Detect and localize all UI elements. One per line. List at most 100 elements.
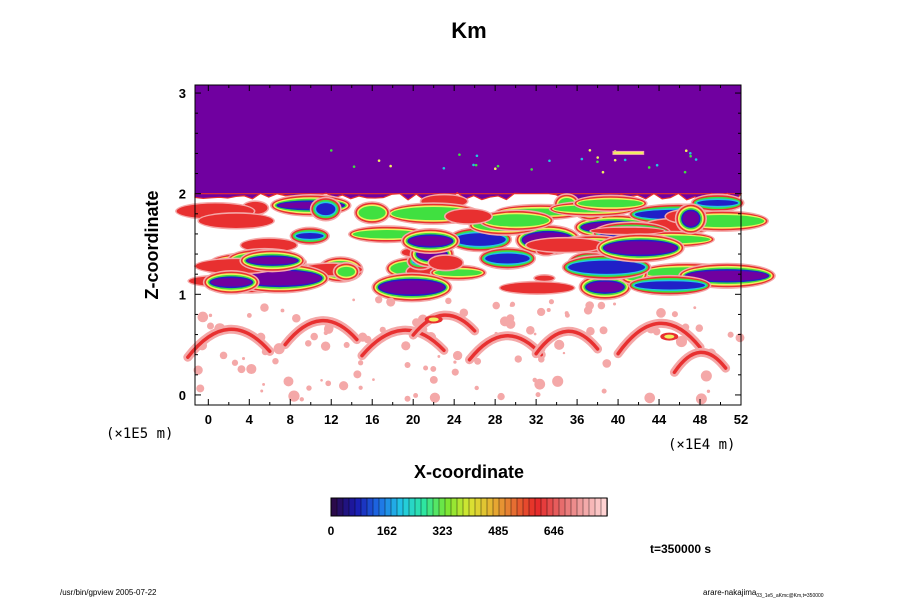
pink-blotch xyxy=(474,357,482,365)
streak-core xyxy=(247,257,298,265)
turbulent-streak xyxy=(674,203,707,235)
chart-title: Km xyxy=(451,18,486,43)
pink-blotch xyxy=(343,341,350,348)
x-tick-label: 32 xyxy=(529,412,543,427)
arc-core xyxy=(467,334,543,362)
speckle xyxy=(475,154,479,158)
x-tick-label: 12 xyxy=(324,412,338,427)
colorbar-tick-label: 323 xyxy=(432,524,452,538)
pink-blotch xyxy=(533,332,537,336)
pink-blotch xyxy=(241,356,246,361)
pink-blotch xyxy=(509,303,513,307)
x-tick-label: 44 xyxy=(652,412,667,427)
colorbar-tick-label: 0 xyxy=(328,524,335,538)
colorbar-segment xyxy=(360,497,368,517)
pink-blotch xyxy=(358,385,363,390)
streak-core xyxy=(586,281,624,293)
turbulent-streak xyxy=(578,273,632,301)
colorbar-segment xyxy=(384,497,392,517)
pink-blotch xyxy=(676,341,681,346)
pink-blotch xyxy=(320,341,331,351)
turbulent-streak xyxy=(427,254,465,272)
colorbar-segment xyxy=(516,497,524,517)
pink-blotch xyxy=(246,312,252,318)
pink-blotch xyxy=(613,302,617,306)
colorbar-segment xyxy=(438,497,446,517)
colorbar-segment xyxy=(420,497,428,517)
speckle xyxy=(596,156,600,159)
y-axis-ticks: 0 1 2 3 xyxy=(179,86,741,403)
colorbar: 0 162 323 485 646 xyxy=(328,497,608,538)
streak-core xyxy=(500,282,574,294)
pink-blotch xyxy=(231,359,239,366)
turbulent-streak xyxy=(197,212,275,230)
pink-blotch xyxy=(602,359,612,368)
pink-blotch xyxy=(423,365,429,371)
pink-blotch xyxy=(671,311,678,318)
speckle xyxy=(623,158,627,162)
streak-core xyxy=(634,281,705,290)
pink-blotch xyxy=(274,344,283,353)
colorbar-segment xyxy=(570,497,578,517)
streak-core xyxy=(526,238,605,252)
streak-core xyxy=(210,278,252,287)
colorbar-segment xyxy=(594,497,602,517)
arc-core xyxy=(186,327,272,359)
pink-blotch xyxy=(535,392,541,398)
x-scale-label: (×1E4 m) xyxy=(668,437,735,453)
colorbar-segment xyxy=(498,497,506,517)
streak-core xyxy=(568,260,646,274)
streak-core xyxy=(295,233,324,239)
speckle xyxy=(352,165,356,168)
colorbar-segment xyxy=(408,497,416,517)
colorbar-segment xyxy=(366,497,374,517)
arc-core xyxy=(672,350,728,375)
x-tick-label: 28 xyxy=(488,412,502,427)
colorbar-tick-label: 162 xyxy=(377,524,397,538)
colorbar-segment xyxy=(372,497,380,517)
colorbar-segment xyxy=(558,497,566,517)
pink-blotch xyxy=(552,375,564,387)
pink-blotch xyxy=(526,326,535,335)
hot-spot-core xyxy=(428,317,439,322)
streak-core xyxy=(379,280,445,295)
turbulent-streak xyxy=(498,280,576,295)
pink-blotch xyxy=(304,340,312,347)
pink-blotch xyxy=(514,355,522,363)
footer-right: arare-nakajima03_1e5_aKmc@Km,t=350000 xyxy=(703,588,824,599)
turbulent-streak xyxy=(573,194,648,213)
colorbar-segment xyxy=(576,497,584,517)
pink-blotch xyxy=(546,307,551,312)
colorbar-segment xyxy=(480,497,488,517)
streak-core xyxy=(358,205,386,220)
pink-blotch xyxy=(644,392,656,404)
pink-blotch xyxy=(310,332,318,341)
turbulent-streak xyxy=(533,274,556,283)
streak-core xyxy=(408,236,452,247)
x-tick-label: 8 xyxy=(287,412,294,427)
turbulent-streak xyxy=(353,201,391,225)
pink-blotch xyxy=(306,385,312,391)
pink-blotch xyxy=(404,362,411,369)
streak-core xyxy=(483,214,550,227)
pink-blotch xyxy=(492,301,500,310)
speckle xyxy=(655,163,659,167)
colorbar-segment xyxy=(486,497,494,517)
streak-core xyxy=(682,211,699,227)
streak-core xyxy=(337,266,356,277)
pink-blotch xyxy=(413,393,419,398)
pink-blotch xyxy=(208,313,213,318)
pink-blotch xyxy=(260,303,269,312)
colorbar-frame xyxy=(330,497,608,517)
pink-blotch xyxy=(548,299,555,305)
pink-blotch xyxy=(430,377,434,381)
pink-blotch xyxy=(280,308,285,313)
speckle xyxy=(377,159,381,162)
y-tick-label: 0 xyxy=(179,388,186,403)
colorbar-segment xyxy=(378,497,386,517)
pink-blotch xyxy=(196,384,205,393)
pink-blotch xyxy=(320,378,323,382)
x-tick-label: 16 xyxy=(365,412,379,427)
colorbar-segment xyxy=(342,497,350,517)
